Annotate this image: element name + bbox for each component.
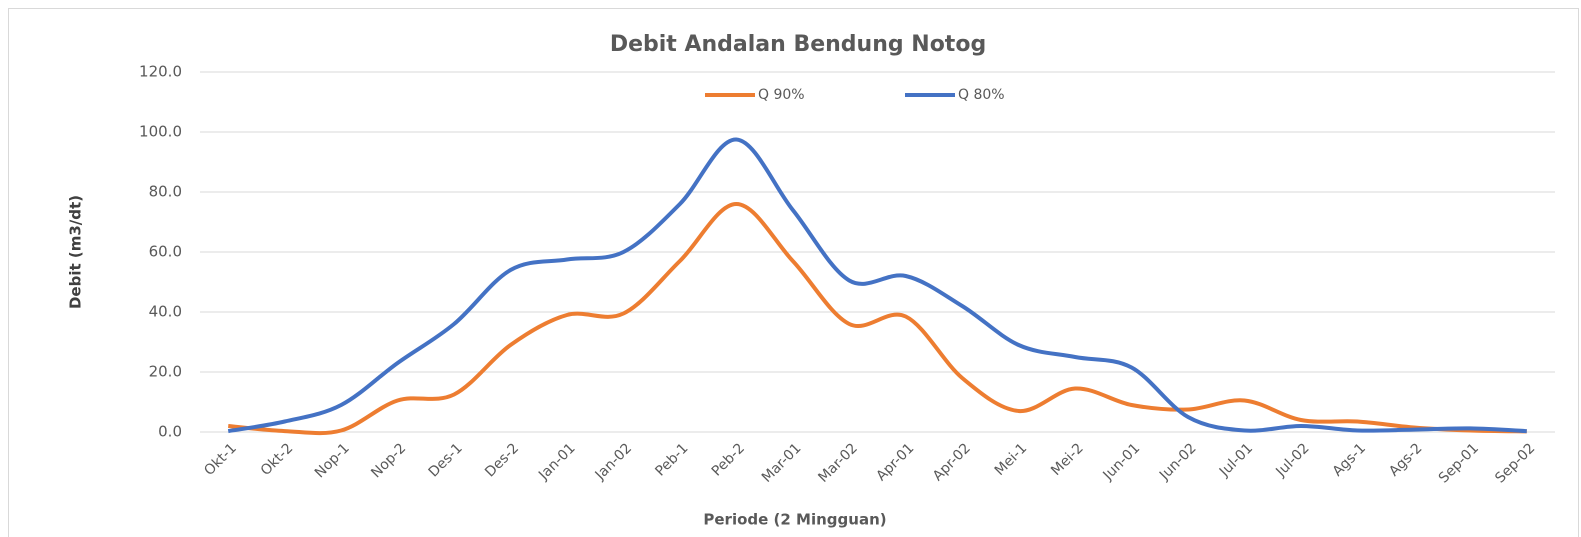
y-tick-label: 120.0 (139, 63, 182, 81)
y-tick-label: 80.0 (149, 183, 182, 201)
series-line (228, 202, 1527, 436)
chart-title: Debit Andalan Bendung Notog (610, 32, 986, 57)
x-tick-label: Des-2 (482, 440, 522, 480)
x-tick-label: Okt-1 (201, 440, 240, 479)
x-tick-label: Jun-01 (1100, 440, 1144, 484)
y-tick-label: 60.0 (149, 243, 182, 261)
x-tick-label: Sep-01 (1436, 440, 1482, 486)
y-tick-label: 20.0 (149, 363, 182, 381)
x-tick-label: Nop-2 (368, 440, 409, 481)
x-tick-label: Des-1 (426, 440, 466, 480)
x-tick-label: Nop-1 (312, 440, 353, 481)
y-tick-label: 100.0 (139, 123, 182, 141)
x-tick-label: Jan-02 (592, 440, 635, 483)
y-axis-label: Debit (m3/dt) (67, 195, 85, 309)
legend-label: Q 90% (758, 87, 805, 103)
x-tick-label: Mar-02 (815, 440, 861, 486)
x-tick-label: Peb-2 (709, 440, 748, 479)
x-tick-label: Ags-1 (1330, 440, 1369, 479)
x-axis-label: Periode (2 Mingguan) (703, 511, 886, 529)
legend-label: Q 80% (958, 87, 1005, 103)
y-tick-label: 40.0 (149, 303, 182, 321)
x-tick-label: Okt-2 (258, 440, 297, 479)
x-tick-label: Jul-02 (1272, 440, 1312, 480)
x-tick-label: Sep-02 (1492, 440, 1538, 486)
x-tick-label: Jan-01 (535, 440, 578, 483)
x-tick-label: Mei-2 (1048, 440, 1087, 479)
x-tick-label: Mar-01 (759, 440, 805, 486)
x-tick-label: Mei-1 (992, 440, 1031, 479)
x-tick-label: Apr-01 (873, 440, 917, 484)
x-tick-label: Peb-1 (652, 440, 691, 479)
x-tick-label: Jul-01 (1216, 440, 1256, 480)
x-tick-label: Apr-02 (930, 440, 974, 484)
series-line (227, 137, 1527, 434)
x-tick-label: Jun-02 (1156, 440, 1200, 484)
x-tick-label: Ags-2 (1386, 440, 1425, 479)
chart-frame (8, 8, 1579, 537)
y-tick-label: 0.0 (158, 423, 182, 441)
